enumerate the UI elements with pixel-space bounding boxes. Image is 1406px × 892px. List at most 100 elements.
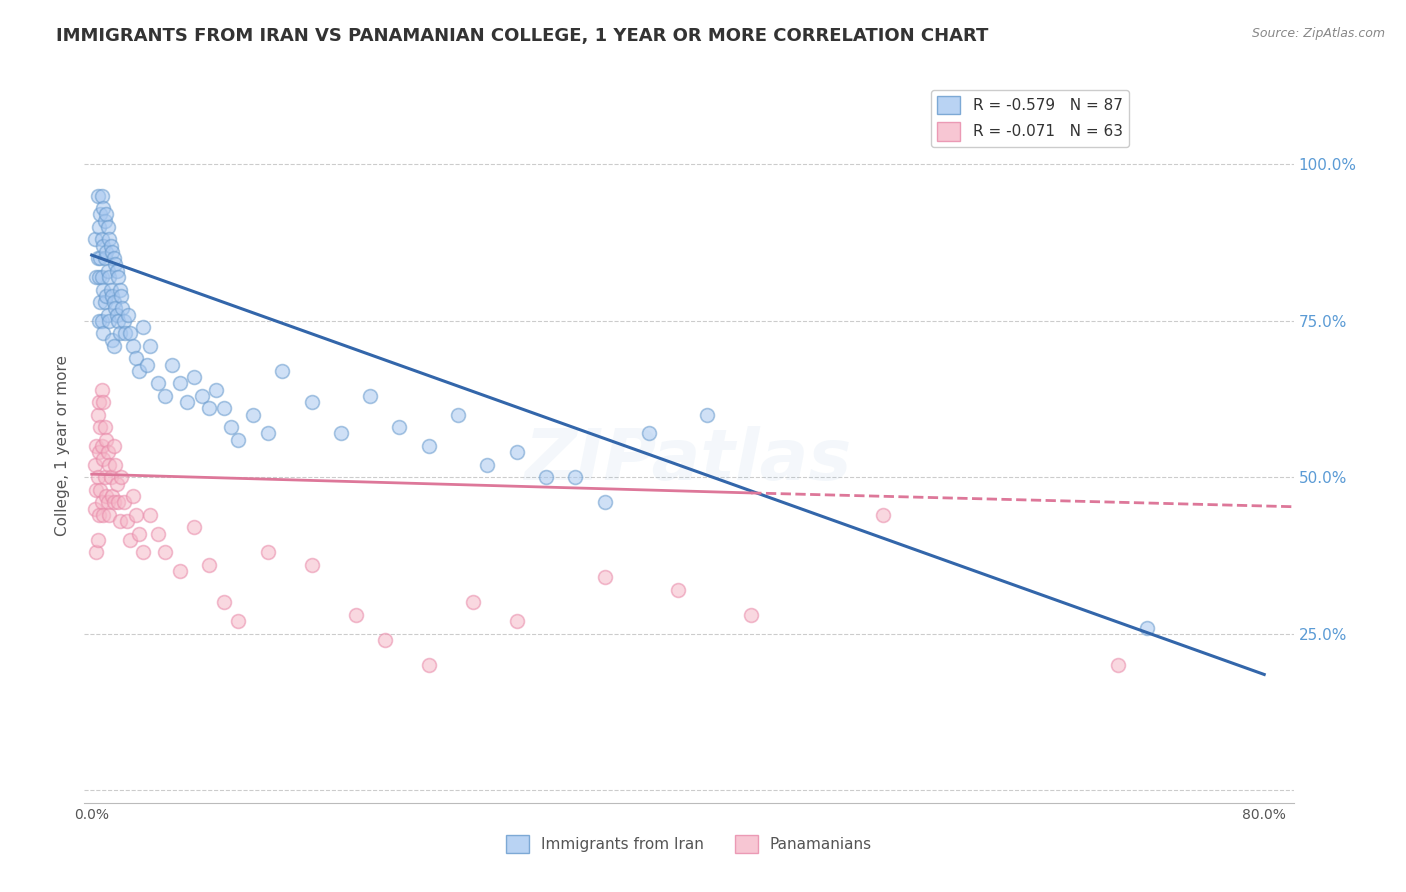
Point — [91, 495, 114, 509]
Point — [226, 614, 249, 628]
Point — [91, 439, 114, 453]
Point — [169, 564, 191, 578]
Y-axis label: College, 1 year or more: College, 1 year or more — [55, 356, 70, 536]
Point — [219, 420, 242, 434]
Point — [89, 295, 111, 310]
Point — [84, 270, 107, 285]
Point — [740, 607, 762, 622]
Point — [139, 508, 162, 522]
Point — [91, 383, 114, 397]
Point — [87, 508, 110, 522]
Point — [86, 251, 108, 265]
Point — [94, 213, 117, 227]
Point — [103, 495, 125, 509]
Point — [94, 470, 117, 484]
Point — [344, 607, 367, 622]
Point — [418, 658, 440, 673]
Point — [96, 489, 118, 503]
Point — [93, 201, 115, 215]
Point — [98, 270, 121, 285]
Point — [117, 308, 139, 322]
Point — [93, 283, 115, 297]
Point — [477, 458, 499, 472]
Point — [108, 326, 131, 341]
Point — [105, 476, 128, 491]
Legend: Immigrants from Iran, Panamanians: Immigrants from Iran, Panamanians — [501, 829, 877, 859]
Point — [301, 395, 323, 409]
Point — [132, 545, 155, 559]
Point — [666, 582, 689, 597]
Point — [118, 326, 141, 341]
Point — [153, 389, 176, 403]
Point — [86, 188, 108, 202]
Point — [198, 558, 221, 572]
Point — [87, 270, 110, 285]
Point — [139, 339, 162, 353]
Point — [84, 483, 107, 497]
Point — [104, 301, 127, 316]
Point — [96, 207, 118, 221]
Point — [301, 558, 323, 572]
Point — [89, 420, 111, 434]
Point — [87, 219, 110, 234]
Point — [136, 358, 159, 372]
Point — [593, 570, 616, 584]
Point — [162, 358, 184, 372]
Point — [256, 426, 278, 441]
Point — [97, 219, 120, 234]
Point — [98, 508, 121, 522]
Point — [696, 408, 718, 422]
Point — [115, 514, 138, 528]
Point — [94, 420, 117, 434]
Point — [359, 389, 381, 403]
Point — [97, 445, 120, 459]
Point — [101, 489, 124, 503]
Point — [101, 289, 124, 303]
Point — [89, 251, 111, 265]
Point — [108, 514, 131, 528]
Point — [91, 270, 114, 285]
Text: Source: ZipAtlas.com: Source: ZipAtlas.com — [1251, 27, 1385, 40]
Point — [103, 251, 125, 265]
Point — [96, 289, 118, 303]
Point — [112, 314, 135, 328]
Point — [388, 420, 411, 434]
Point — [447, 408, 470, 422]
Point — [83, 501, 105, 516]
Point — [98, 458, 121, 472]
Point — [271, 364, 294, 378]
Point — [103, 339, 125, 353]
Point — [506, 614, 529, 628]
Point — [103, 439, 125, 453]
Point — [98, 314, 121, 328]
Point — [93, 508, 115, 522]
Point — [110, 289, 132, 303]
Point — [226, 433, 249, 447]
Point — [212, 401, 235, 416]
Text: ZIPatlas: ZIPatlas — [526, 425, 852, 495]
Point — [374, 633, 396, 648]
Point — [593, 495, 616, 509]
Point — [103, 295, 125, 310]
Point — [83, 232, 105, 246]
Point — [107, 270, 129, 285]
Point — [242, 408, 264, 422]
Point — [128, 526, 150, 541]
Point — [93, 326, 115, 341]
Point — [93, 395, 115, 409]
Point — [256, 545, 278, 559]
Point — [198, 401, 221, 416]
Point — [104, 257, 127, 271]
Point — [118, 533, 141, 547]
Point — [100, 238, 122, 252]
Point — [94, 295, 117, 310]
Point — [176, 395, 198, 409]
Point — [86, 470, 108, 484]
Point — [637, 426, 659, 441]
Point — [87, 445, 110, 459]
Point — [112, 495, 135, 509]
Point — [121, 339, 143, 353]
Point — [534, 470, 557, 484]
Point — [114, 326, 136, 341]
Point — [87, 395, 110, 409]
